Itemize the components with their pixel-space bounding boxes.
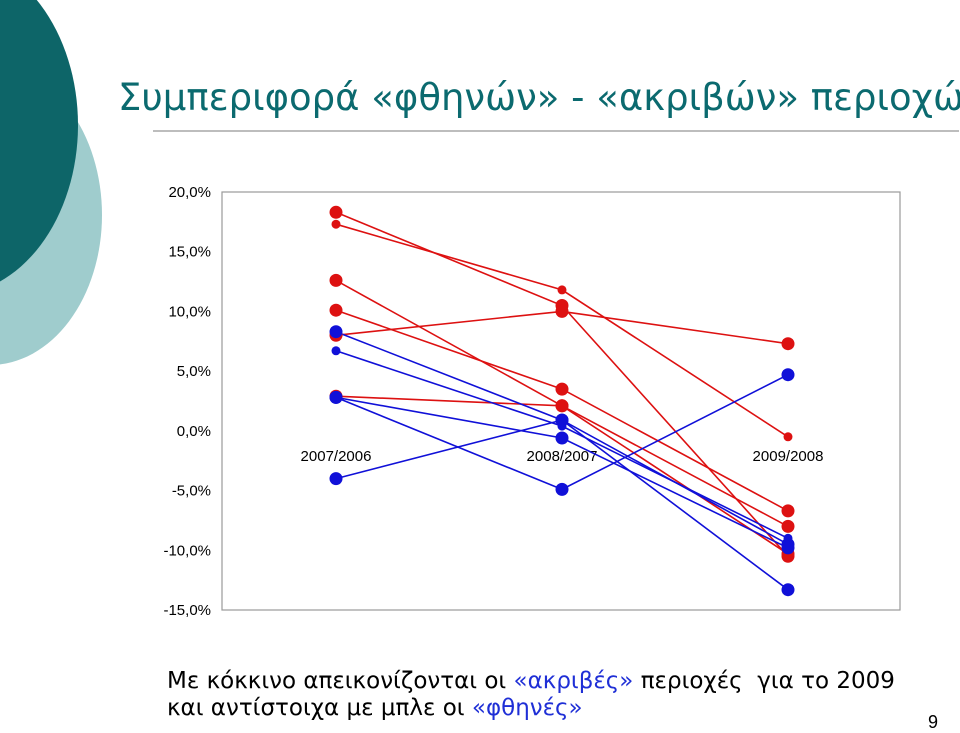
y-tick-label: 20,0%	[168, 184, 211, 201]
series-point	[331, 346, 341, 356]
series-point	[781, 337, 795, 351]
y-tick-label: 0,0%	[177, 423, 211, 440]
series-point	[555, 431, 569, 445]
x-category-label: 2008/2007	[527, 448, 598, 465]
y-tick-label: 5,0%	[177, 363, 211, 380]
y-axis-tick-labels: 20,0% 15,0% 10,0% 5,0% 0,0% -5,0% -10,0% -15,0%	[163, 184, 211, 619]
caption-line1-suffix: περιοχές για το 2009	[633, 668, 895, 694]
series-point	[329, 205, 343, 219]
title-underline	[153, 130, 959, 132]
decorative-corner-shapes	[0, 0, 102, 365]
plot-area-frame	[221, 191, 901, 611]
x-category-label: 2009/2008	[753, 448, 824, 465]
y-tick-label: 15,0%	[168, 244, 211, 261]
series-point	[781, 541, 795, 555]
series-point	[555, 382, 569, 396]
caption-line-1: Με κόκκινο απεικονίζονται οι «ακριβές» π…	[167, 668, 895, 695]
series-point	[783, 432, 793, 442]
series-point	[555, 482, 569, 496]
y-tick-label: -10,0%	[163, 542, 211, 559]
dark-teal-curve	[0, 0, 78, 282]
y-tick-label: -5,0%	[172, 483, 211, 500]
series-point	[781, 368, 795, 382]
caption-line2-prefix: και αντίστοιχα με μπλε οι	[167, 695, 472, 721]
y-tick-label: -15,0%	[163, 602, 211, 619]
series-point	[555, 399, 569, 413]
series-point	[331, 219, 341, 229]
series-point	[329, 390, 343, 404]
series-point	[781, 504, 795, 518]
series-point	[329, 273, 343, 287]
series-point	[555, 304, 569, 318]
series-point	[555, 413, 569, 427]
x-axis-category-labels: 2007/2006 2008/2007 2009/2008	[301, 448, 824, 465]
page-number: 9	[928, 712, 939, 732]
slide-title: Συμπεριφορά «φθηνών» - «ακριβών» περιοχώ…	[118, 76, 960, 119]
caption-line1-prefix: Με κόκκινο απεικονίζονται οι	[167, 668, 514, 694]
slide-caption: Με κόκκινο απεικονίζονται οι «ακριβές» π…	[167, 668, 895, 722]
series-point	[329, 303, 343, 317]
series-point	[781, 519, 795, 533]
caption-expensive-label: «ακριβές»	[513, 668, 634, 694]
series-markers	[329, 205, 795, 597]
x-category-label: 2007/2006	[301, 448, 372, 465]
series-point	[329, 472, 343, 486]
caption-cheap-label: «φθηνές»	[471, 695, 583, 721]
series-point	[557, 285, 567, 295]
series-point	[781, 583, 795, 597]
y-tick-label: 10,0%	[168, 303, 211, 320]
series-point	[329, 325, 343, 339]
caption-line-2: και αντίστοιχα με μπλε οι «φθηνές»	[167, 695, 895, 722]
series-point	[783, 533, 793, 543]
